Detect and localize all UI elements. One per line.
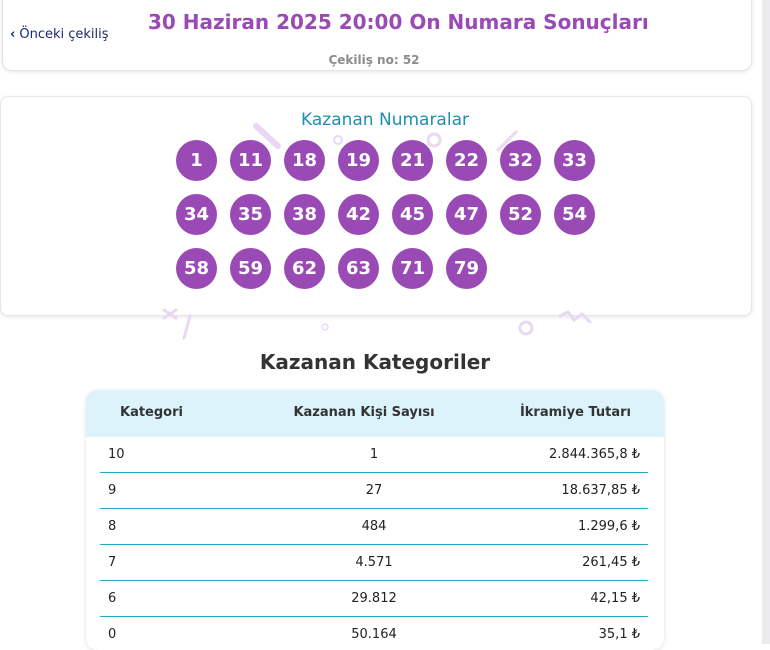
categories-table: Kategori Kazanan Kişi Sayısı İkramiye Tu… (86, 390, 664, 650)
number-ball: 32 (500, 140, 541, 181)
page-title: 30 Haziran 2025 20:00 On Numara Sonuçlar… (148, 10, 649, 34)
column-header-prize: İkramiye Tutarı (519, 405, 631, 420)
table-row: 7 4.571 261,45 ₺ (100, 545, 648, 581)
number-ball: 62 (284, 248, 325, 289)
number-ball: 18 (284, 140, 325, 181)
number-ball: 71 (392, 248, 433, 289)
winners-cell: 50.164 (351, 627, 397, 642)
number-ball: 63 (338, 248, 379, 289)
previous-draw-link[interactable]: ‹ Önceki çekiliş (10, 27, 109, 42)
winners-cell: 27 (365, 483, 383, 498)
prize-cell: 1.299,6 ₺ (577, 519, 640, 534)
table-row: 8 484 1.299,6 ₺ (100, 509, 648, 545)
winning-numbers-title: Kazanan Numaralar (301, 110, 469, 130)
number-ball: 1 (176, 140, 217, 181)
number-ball: 34 (176, 194, 217, 235)
number-ball: 47 (446, 194, 487, 235)
prize-cell: 18.637,85 ₺ (561, 483, 640, 498)
categories-heading: Kazanan Kategoriler (259, 350, 491, 374)
chevron-left-icon: ‹ (10, 27, 16, 42)
table-row: 0 50.164 35,1 ₺ (100, 617, 648, 650)
prize-cell: 42,15 ₺ (590, 591, 640, 606)
table-row: 10 1 2.844.365,8 ₺ (100, 437, 648, 473)
number-ball: 22 (446, 140, 487, 181)
category-cell: 7 (108, 555, 117, 570)
draw-header-card (2, 0, 752, 71)
page-scrollbar[interactable] (762, 0, 770, 644)
prize-cell: 2.844.365,8 ₺ (549, 447, 640, 462)
category-cell: 6 (108, 591, 117, 606)
previous-draw-label: Önceki çekiliş (19, 27, 109, 42)
number-ball: 21 (392, 140, 433, 181)
number-ball: 54 (554, 194, 595, 235)
prize-cell: 35,1 ₺ (598, 627, 640, 642)
column-header-winners: Kazanan Kişi Sayısı (293, 405, 435, 420)
number-ball: 33 (554, 140, 595, 181)
prize-cell: 261,45 ₺ (582, 555, 640, 570)
number-ball: 52 (500, 194, 541, 235)
number-ball: 19 (338, 140, 379, 181)
winners-cell: 484 (361, 519, 387, 534)
winners-cell: 29.812 (351, 591, 397, 606)
number-ball: 35 (230, 194, 271, 235)
category-cell: 8 (108, 519, 117, 534)
number-ball: 42 (338, 194, 379, 235)
table-header: Kategori Kazanan Kişi Sayısı İkramiye Tu… (86, 390, 664, 437)
category-cell: 10 (108, 447, 125, 462)
table-row: 9 27 18.637,85 ₺ (100, 473, 648, 509)
table-row: 6 29.812 42,15 ₺ (100, 581, 648, 617)
category-cell: 0 (108, 627, 117, 642)
number-ball: 59 (230, 248, 271, 289)
number-ball: 38 (284, 194, 325, 235)
number-ball: 79 (446, 248, 487, 289)
number-ball: 11 (230, 140, 271, 181)
number-ball: 58 (176, 248, 217, 289)
column-header-category: Kategori (120, 405, 183, 420)
winning-numbers-grid: 1 11 18 19 21 22 32 33 34 35 38 42 45 47… (176, 140, 608, 289)
number-ball: 45 (392, 194, 433, 235)
winners-cell: 4.571 (355, 555, 393, 570)
winners-cell: 1 (369, 447, 379, 462)
category-cell: 9 (108, 483, 117, 498)
draw-number: Çekiliş no: 52 (328, 53, 420, 67)
